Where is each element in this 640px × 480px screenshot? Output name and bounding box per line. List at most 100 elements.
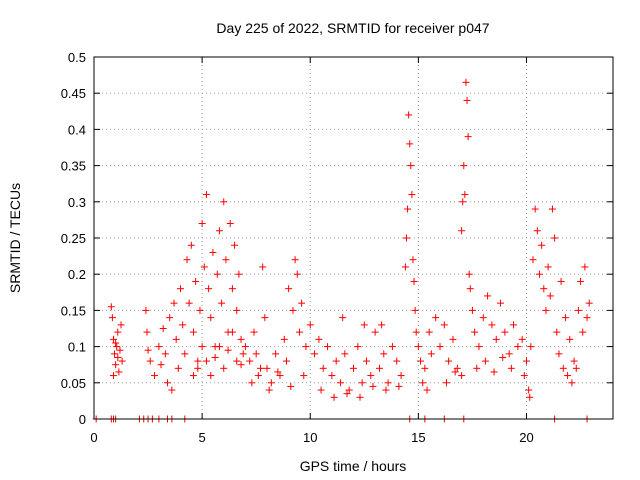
data-point: [241, 343, 249, 351]
data-point: [172, 335, 180, 343]
data-point: [406, 140, 414, 148]
data-point: [311, 350, 319, 358]
data-point: [196, 306, 204, 314]
data-point: [518, 335, 526, 343]
data-point: [114, 328, 122, 336]
data-point: [254, 372, 262, 380]
data-point: [155, 343, 163, 351]
y-tick-label: 0.35: [61, 159, 86, 174]
data-point: [555, 350, 563, 358]
data-point: [459, 198, 467, 206]
data-point: [481, 357, 489, 365]
data-point: [228, 285, 236, 293]
data-point: [330, 393, 338, 401]
data-point: [185, 299, 193, 307]
data-point: [198, 220, 206, 228]
data-point: [579, 328, 587, 336]
data-point: [293, 270, 301, 278]
data-point: [192, 277, 200, 285]
data-point: [189, 372, 197, 380]
data-point: [220, 198, 228, 206]
data-point: [343, 390, 351, 398]
data-point: [402, 234, 410, 242]
data-point: [535, 270, 543, 278]
data-point: [475, 343, 483, 351]
data-point: [427, 350, 435, 358]
data-point: [112, 339, 120, 347]
data-point: [142, 306, 150, 314]
grid-lines: [94, 57, 613, 419]
x-axis-label: GPS time / hours: [300, 458, 407, 474]
data-point: [114, 353, 122, 361]
data-point: [224, 346, 232, 354]
data-point: [462, 78, 470, 86]
y-tick-label: 0.1: [68, 340, 86, 355]
data-point: [159, 325, 167, 332]
data-point: [179, 321, 187, 329]
data-point: [235, 270, 243, 278]
data-point: [174, 364, 182, 372]
data-point: [540, 285, 548, 293]
data-point: [198, 343, 206, 351]
data-point: [107, 303, 115, 311]
data-point: [118, 357, 126, 365]
data-point: [409, 256, 417, 264]
data-point: [239, 350, 247, 358]
data-point: [557, 277, 565, 285]
data-point: [393, 357, 401, 365]
data-point: [194, 357, 202, 365]
data-point: [405, 111, 413, 119]
data-point: [546, 292, 554, 300]
data-point: [440, 321, 448, 329]
data-point: [499, 353, 507, 361]
data-point: [209, 248, 217, 256]
data-point: [237, 361, 245, 369]
data-point: [315, 335, 323, 343]
data-point: [460, 162, 468, 170]
data-point: [113, 343, 121, 351]
data-point: [143, 328, 151, 336]
y-tick-label: 0.4: [68, 122, 86, 137]
data-point: [350, 364, 357, 372]
data-point: [388, 343, 396, 351]
data-point: [205, 285, 213, 293]
data-point: [408, 191, 416, 199]
data-point: [170, 299, 178, 307]
y-tick-label: 0: [79, 412, 86, 427]
y-axis-label: SRMTID / TECUs: [7, 183, 23, 293]
data-point: [423, 386, 431, 394]
data-point: [168, 386, 176, 394]
data-point: [324, 343, 332, 351]
data-point: [109, 372, 117, 380]
data-point: [461, 191, 469, 199]
axis-ticks: 0 0.05 0.1 0.15 0.2 0.25 0.3 0.35 0.4 0.45 0.5 0 5 10…: [61, 50, 613, 445]
data-point: [189, 328, 197, 336]
data-point: [527, 343, 535, 351]
data-point: [272, 350, 280, 358]
y-tick-label: 0.5: [68, 50, 86, 65]
data-point: [559, 364, 567, 372]
data-point: [466, 285, 474, 293]
data-point: [369, 382, 377, 390]
x-tick-label: 0: [90, 430, 97, 445]
x-tick-label: 20: [519, 430, 533, 445]
data-point: [464, 133, 472, 141]
data-point: [542, 306, 550, 314]
data-point: [401, 263, 409, 271]
data-point: [248, 379, 256, 387]
data-point: [505, 350, 513, 358]
data-point: [317, 386, 325, 394]
data-point: [484, 292, 492, 300]
data-point: [564, 372, 572, 380]
data-point: [425, 328, 433, 336]
data-point: [259, 263, 267, 271]
y-tick-label: 0.2: [68, 267, 86, 282]
data-point: [222, 256, 230, 264]
y-tick-label: 0.25: [61, 231, 86, 246]
data-point: [345, 386, 353, 394]
data-point: [566, 335, 574, 343]
data-point: [572, 364, 580, 372]
data-point: [404, 205, 412, 213]
data-point: [164, 379, 172, 387]
